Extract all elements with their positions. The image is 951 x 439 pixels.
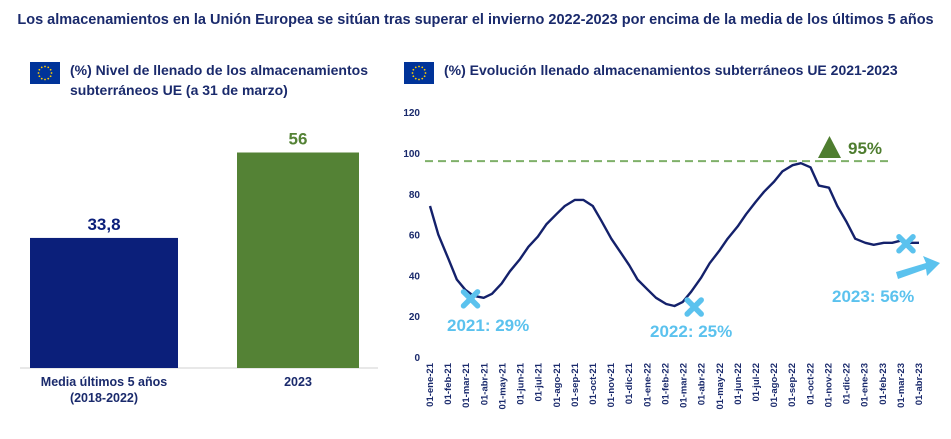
left-panel-title-line2: subterráneos UE (a 31 de marzo) [70, 82, 288, 98]
eu-flag-star [40, 66, 43, 69]
annotation-label: 95% [848, 139, 882, 158]
x-tick-label: 01-abr-22 [697, 363, 708, 405]
x-tick-label: 01-abr-21 [479, 362, 490, 405]
x-tick-label: 01-dic-22 [842, 363, 853, 404]
left-panel-title-line1: (%) Nivel de llenado de los almacenamien… [70, 62, 368, 78]
annotation-label: 2022: 25% [650, 322, 732, 341]
eu-flag-star [423, 75, 426, 78]
annotation-label: 2023: 56% [832, 287, 914, 306]
eu-flag-icon [404, 62, 434, 84]
x-tick-label: 01-mar-23 [896, 363, 907, 408]
series-line [428, 162, 919, 308]
eu-flag-star [47, 66, 50, 69]
bar-category-label: 2023 [284, 375, 312, 389]
bar-chart: 33,8 Media últimos 5 años (2018-2022) 56 202… [20, 130, 378, 405]
x-tick-label: 01-mar-21 [461, 362, 472, 408]
x-tick-label: 01-may-21 [497, 362, 508, 409]
eu-flag-star [414, 77, 417, 80]
x-tick-label: 01-feb-23 [878, 363, 889, 405]
x-tick-label: 01-sep-21 [570, 362, 581, 407]
bar-category-label: Media últimos 5 años [41, 375, 167, 389]
y-tick-label: 0 [414, 353, 420, 364]
left-panel-header: (%) Nivel de llenado de los almacenamien… [30, 60, 390, 100]
bar-value-label: 33,8 [87, 215, 120, 234]
eu-flag-star [414, 66, 417, 69]
right-arrow-icon [896, 256, 940, 279]
y-tick-label: 20 [409, 312, 421, 323]
x-marker-icon [684, 297, 704, 317]
eu-flag-star [40, 77, 43, 80]
x-tick-label: 01-jun-21 [516, 362, 527, 404]
x-tick-label: 01-jun-22 [733, 363, 744, 405]
eu-flag-background [404, 62, 434, 84]
x-tick-label: 01-oct-21 [588, 362, 599, 404]
eu-flag-star [44, 78, 46, 81]
x-tick-label: 01-sep-22 [787, 363, 798, 407]
x-tick-label: 01-may-22 [715, 363, 726, 409]
x-tick-label: 01-jul-21 [534, 362, 545, 401]
bar [30, 237, 178, 368]
x-tick-label: 01-jul-22 [751, 363, 762, 402]
bar-value-label: 56 [289, 130, 308, 149]
up-triangle-icon [818, 136, 841, 158]
eu-flag-star [412, 68, 415, 71]
eu-flag-star [50, 72, 53, 74]
bar [237, 152, 359, 368]
x-tick-label: 01-nov-22 [823, 363, 834, 407]
eu-flag-icon [30, 62, 60, 84]
eu-flag-star [423, 68, 426, 71]
eu-flag-star [412, 75, 415, 78]
x-tick-label: 01-ene-23 [860, 363, 871, 407]
eu-flag-star [421, 66, 424, 69]
y-tick-label: 100 [403, 149, 420, 160]
eu-flag-star [38, 75, 41, 78]
x-tick-label: 01-nov-21 [606, 362, 617, 407]
eu-flag-star [38, 68, 41, 71]
y-tick-label: 40 [409, 271, 421, 282]
x-tick-label: 01-feb-21 [443, 362, 454, 404]
x-tick-label: 01-ago-21 [552, 362, 563, 407]
eu-flag-star [424, 72, 427, 74]
eu-flag-star [44, 65, 46, 68]
eu-flag-star [418, 65, 420, 68]
x-tick-label: 01-ago-22 [769, 363, 780, 407]
eu-flag-star [411, 72, 414, 74]
eu-flag-star [47, 77, 50, 80]
x-tick-label: 01-ene-21 [425, 362, 436, 407]
right-panel-header: (%) Evolución llenado almacenamientos su… [404, 60, 944, 84]
right-panel-title: (%) Evolución llenado almacenamientos su… [444, 62, 898, 78]
x-tick-label: 01-mar-22 [679, 363, 690, 408]
x-tick-label: 01-abr-23 [914, 363, 925, 405]
page-title: Los almacenamientos en la Unión Europea … [17, 12, 934, 28]
x-tick-label: 01-dic-21 [624, 362, 635, 404]
x-tick-label: 01-oct-22 [805, 363, 816, 405]
eu-flag-star [37, 72, 40, 74]
eu-flag-star [49, 68, 52, 71]
eu-flag-star [418, 78, 420, 81]
x-tick-label: 01-feb-22 [660, 363, 671, 405]
y-tick-label: 80 [409, 190, 421, 201]
bar-category-label: (2018-2022) [70, 391, 138, 405]
eu-flag-background [30, 62, 60, 84]
y-tick-label: 60 [409, 231, 421, 242]
eu-flag-star [49, 75, 52, 78]
y-tick-label: 120 [403, 108, 420, 119]
annotation-label: 2021: 29% [447, 316, 529, 335]
x-marker-icon [896, 234, 916, 254]
x-marker-icon [460, 289, 481, 309]
x-tick-label: 01-ene-22 [642, 363, 653, 407]
eu-flag-star [421, 77, 424, 80]
left-panel-title: (%) Nivel de llenado de los almacenamien… [70, 60, 368, 100]
